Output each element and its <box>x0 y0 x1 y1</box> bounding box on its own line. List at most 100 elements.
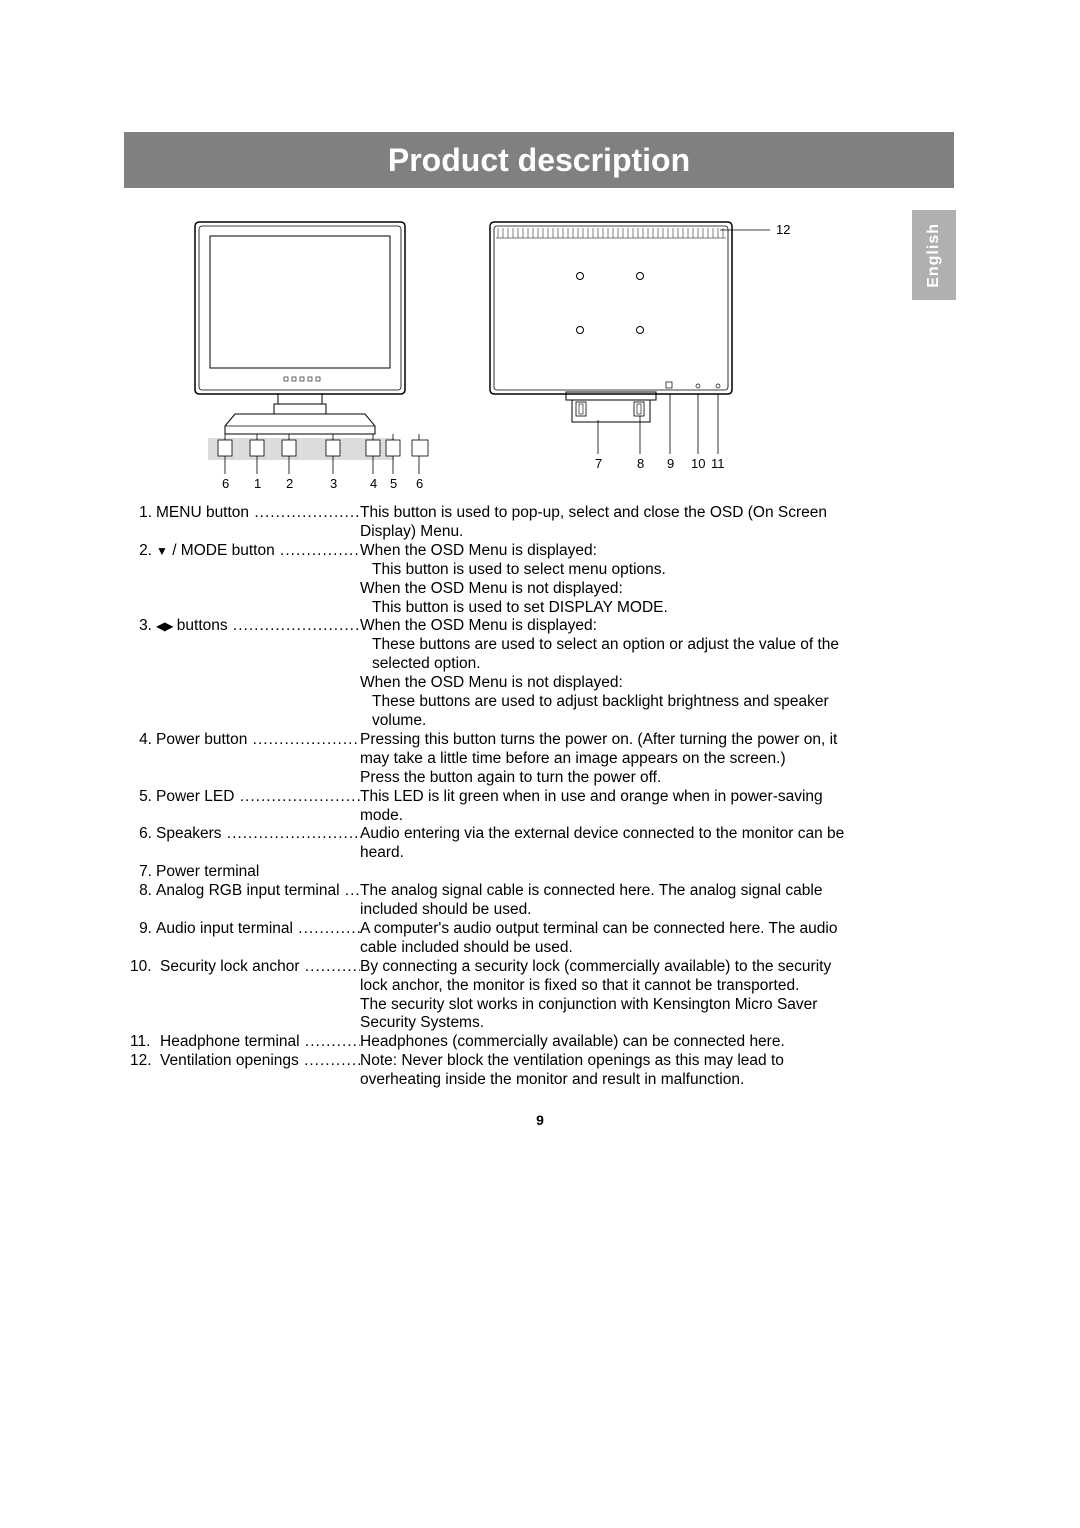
item-number: 9. <box>130 920 156 958</box>
svg-text:11: 11 <box>711 456 725 471</box>
item-description: This button is used to pop-up, select an… <box>360 504 956 542</box>
description-line: A computer's audio output terminal can b… <box>360 920 956 939</box>
item-term-name: Speakers <box>156 825 221 842</box>
item-description: The analog signal cable is connected her… <box>360 882 956 920</box>
item-term: Audio input terminal ................. <box>156 920 360 958</box>
item-description: Headphones (commercially available) can … <box>360 1033 956 1052</box>
item-term-name: Power button <box>156 731 247 748</box>
item-number: 7. <box>130 863 156 882</box>
description-line: When the OSD Menu is displayed: <box>360 617 956 636</box>
item-number: 4. <box>130 731 156 788</box>
leader-dots: ..... <box>340 882 360 899</box>
description-line: included should be used. <box>360 901 956 920</box>
svg-text:5: 5 <box>390 476 397 491</box>
item-term: ▼ / MODE button ..................... <box>156 542 360 618</box>
description-item: 3.◀▶ buttons ...........................… <box>130 617 956 730</box>
description-line: volume. <box>360 712 956 731</box>
svg-text:6: 6 <box>416 476 423 491</box>
description-line: When the OSD Menu is not displayed: <box>360 580 956 599</box>
item-term-name: MENU button <box>156 504 249 521</box>
description-line: The analog signal cable is connected her… <box>360 882 956 901</box>
description-item: 12.Ventilation openings ................… <box>130 1052 956 1090</box>
description-line: The security slot works in conjunction w… <box>360 996 956 1015</box>
description-line: This button is used to set DISPLAY MODE. <box>360 599 956 618</box>
description-line: These buttons are used to select an opti… <box>360 636 956 655</box>
description-item: 6.Speakers .............................… <box>130 825 956 863</box>
description-line: By connecting a security lock (commercia… <box>360 958 956 977</box>
description-item: 10.Security lock anchor ...............B… <box>130 958 956 1034</box>
description-line: mode. <box>360 807 956 826</box>
item-term-name: / MODE button <box>168 542 275 559</box>
item-number: 1. <box>130 504 156 542</box>
item-term-name: Power terminal <box>156 863 259 880</box>
item-term-name: Analog RGB input terminal <box>156 882 340 899</box>
leader-dots: ................ <box>299 1052 360 1069</box>
svg-text:7: 7 <box>595 456 602 471</box>
item-number: 3. <box>130 617 156 730</box>
description-line: Note: Never block the ventilation openin… <box>360 1052 956 1071</box>
description-line: heard. <box>360 844 956 863</box>
rear-view: 7 8 9 10 11 12 <box>490 222 790 471</box>
description-line: Display) Menu. <box>360 523 956 542</box>
triangle-down-icon: ▼ <box>156 544 168 558</box>
language-tab-label: English <box>925 223 943 288</box>
description-item: 8.Analog RGB input terminal .....The ana… <box>130 882 956 920</box>
item-term: MENU button ............................ <box>156 504 360 542</box>
item-term-name: Ventilation openings <box>160 1052 299 1069</box>
item-term-name: Headphone terminal <box>160 1033 300 1050</box>
svg-text:3: 3 <box>330 476 337 491</box>
leader-dots: ............... <box>300 958 360 975</box>
item-description: Pressing this button turns the power on.… <box>360 731 956 788</box>
description-line: When the OSD Menu is displayed: <box>360 542 956 561</box>
heading-bar: Product description <box>124 132 954 188</box>
item-description: Note: Never block the ventilation openin… <box>360 1052 956 1090</box>
item-description: When the OSD Menu is displayed:These but… <box>360 617 956 730</box>
item-description <box>360 863 956 882</box>
item-description: When the OSD Menu is displayed:This butt… <box>360 542 956 618</box>
descriptions-list: 1.MENU button ..........................… <box>130 504 956 1090</box>
description-line: This button is used to select menu optio… <box>360 561 956 580</box>
svg-text:9: 9 <box>667 456 674 471</box>
description-line: overheating inside the monitor and resul… <box>360 1071 956 1090</box>
description-item: 4.Power button .........................… <box>130 731 956 788</box>
item-term: Ventilation openings ................ <box>160 1052 360 1090</box>
svg-text:2: 2 <box>286 476 293 491</box>
description-line: Press the button again to turn the power… <box>360 769 956 788</box>
item-description: Audio entering via the external device c… <box>360 825 956 863</box>
description-line: Pressing this button turns the power on.… <box>360 731 956 750</box>
item-term-name: buttons <box>172 617 227 634</box>
svg-text:12: 12 <box>776 222 790 237</box>
description-line: Audio entering via the external device c… <box>360 825 956 844</box>
description-item: 9.Audio input terminal .................… <box>130 920 956 958</box>
description-item: 1.MENU button ..........................… <box>130 504 956 542</box>
item-term: Speakers ...............................… <box>156 825 360 863</box>
item-term: Power LED ..............................… <box>156 788 360 826</box>
description-line: may take a little time before an image a… <box>360 750 956 769</box>
description-item: 11.Headphone terminal ...............Hea… <box>130 1033 956 1052</box>
description-line: selected option. <box>360 655 956 674</box>
item-term: ◀▶ buttons .............................… <box>156 617 360 730</box>
leader-dots: ............................ <box>247 731 360 748</box>
item-description: This LED is lit green when in use and or… <box>360 788 956 826</box>
language-tab: English <box>912 210 956 300</box>
item-term: Security lock anchor ............... <box>160 958 360 1034</box>
description-line: lock anchor, the monitor is fixed so tha… <box>360 977 956 996</box>
leader-dots: ..................... <box>275 542 360 559</box>
svg-text:1: 1 <box>254 476 261 491</box>
front-view: 6123456 <box>195 222 428 491</box>
item-term-name: Audio input terminal <box>156 920 293 937</box>
item-number: 8. <box>130 882 156 920</box>
description-line: This button is used to pop-up, select an… <box>360 504 956 523</box>
svg-text:6: 6 <box>222 476 229 491</box>
leader-dots: .............................. <box>228 617 360 634</box>
item-term: Headphone terminal ............... <box>160 1033 360 1052</box>
description-line: Security Systems. <box>360 1014 956 1033</box>
svg-text:10: 10 <box>691 456 705 471</box>
description-item: 7.Power terminal <box>130 863 956 882</box>
description-item: 5.Power LED ............................… <box>130 788 956 826</box>
item-number: 2. <box>130 542 156 618</box>
item-number: 5. <box>130 788 156 826</box>
description-item: 2.▼ / MODE button .....................W… <box>130 542 956 618</box>
description-line: Headphones (commercially available) can … <box>360 1033 956 1052</box>
svg-text:8: 8 <box>637 456 644 471</box>
